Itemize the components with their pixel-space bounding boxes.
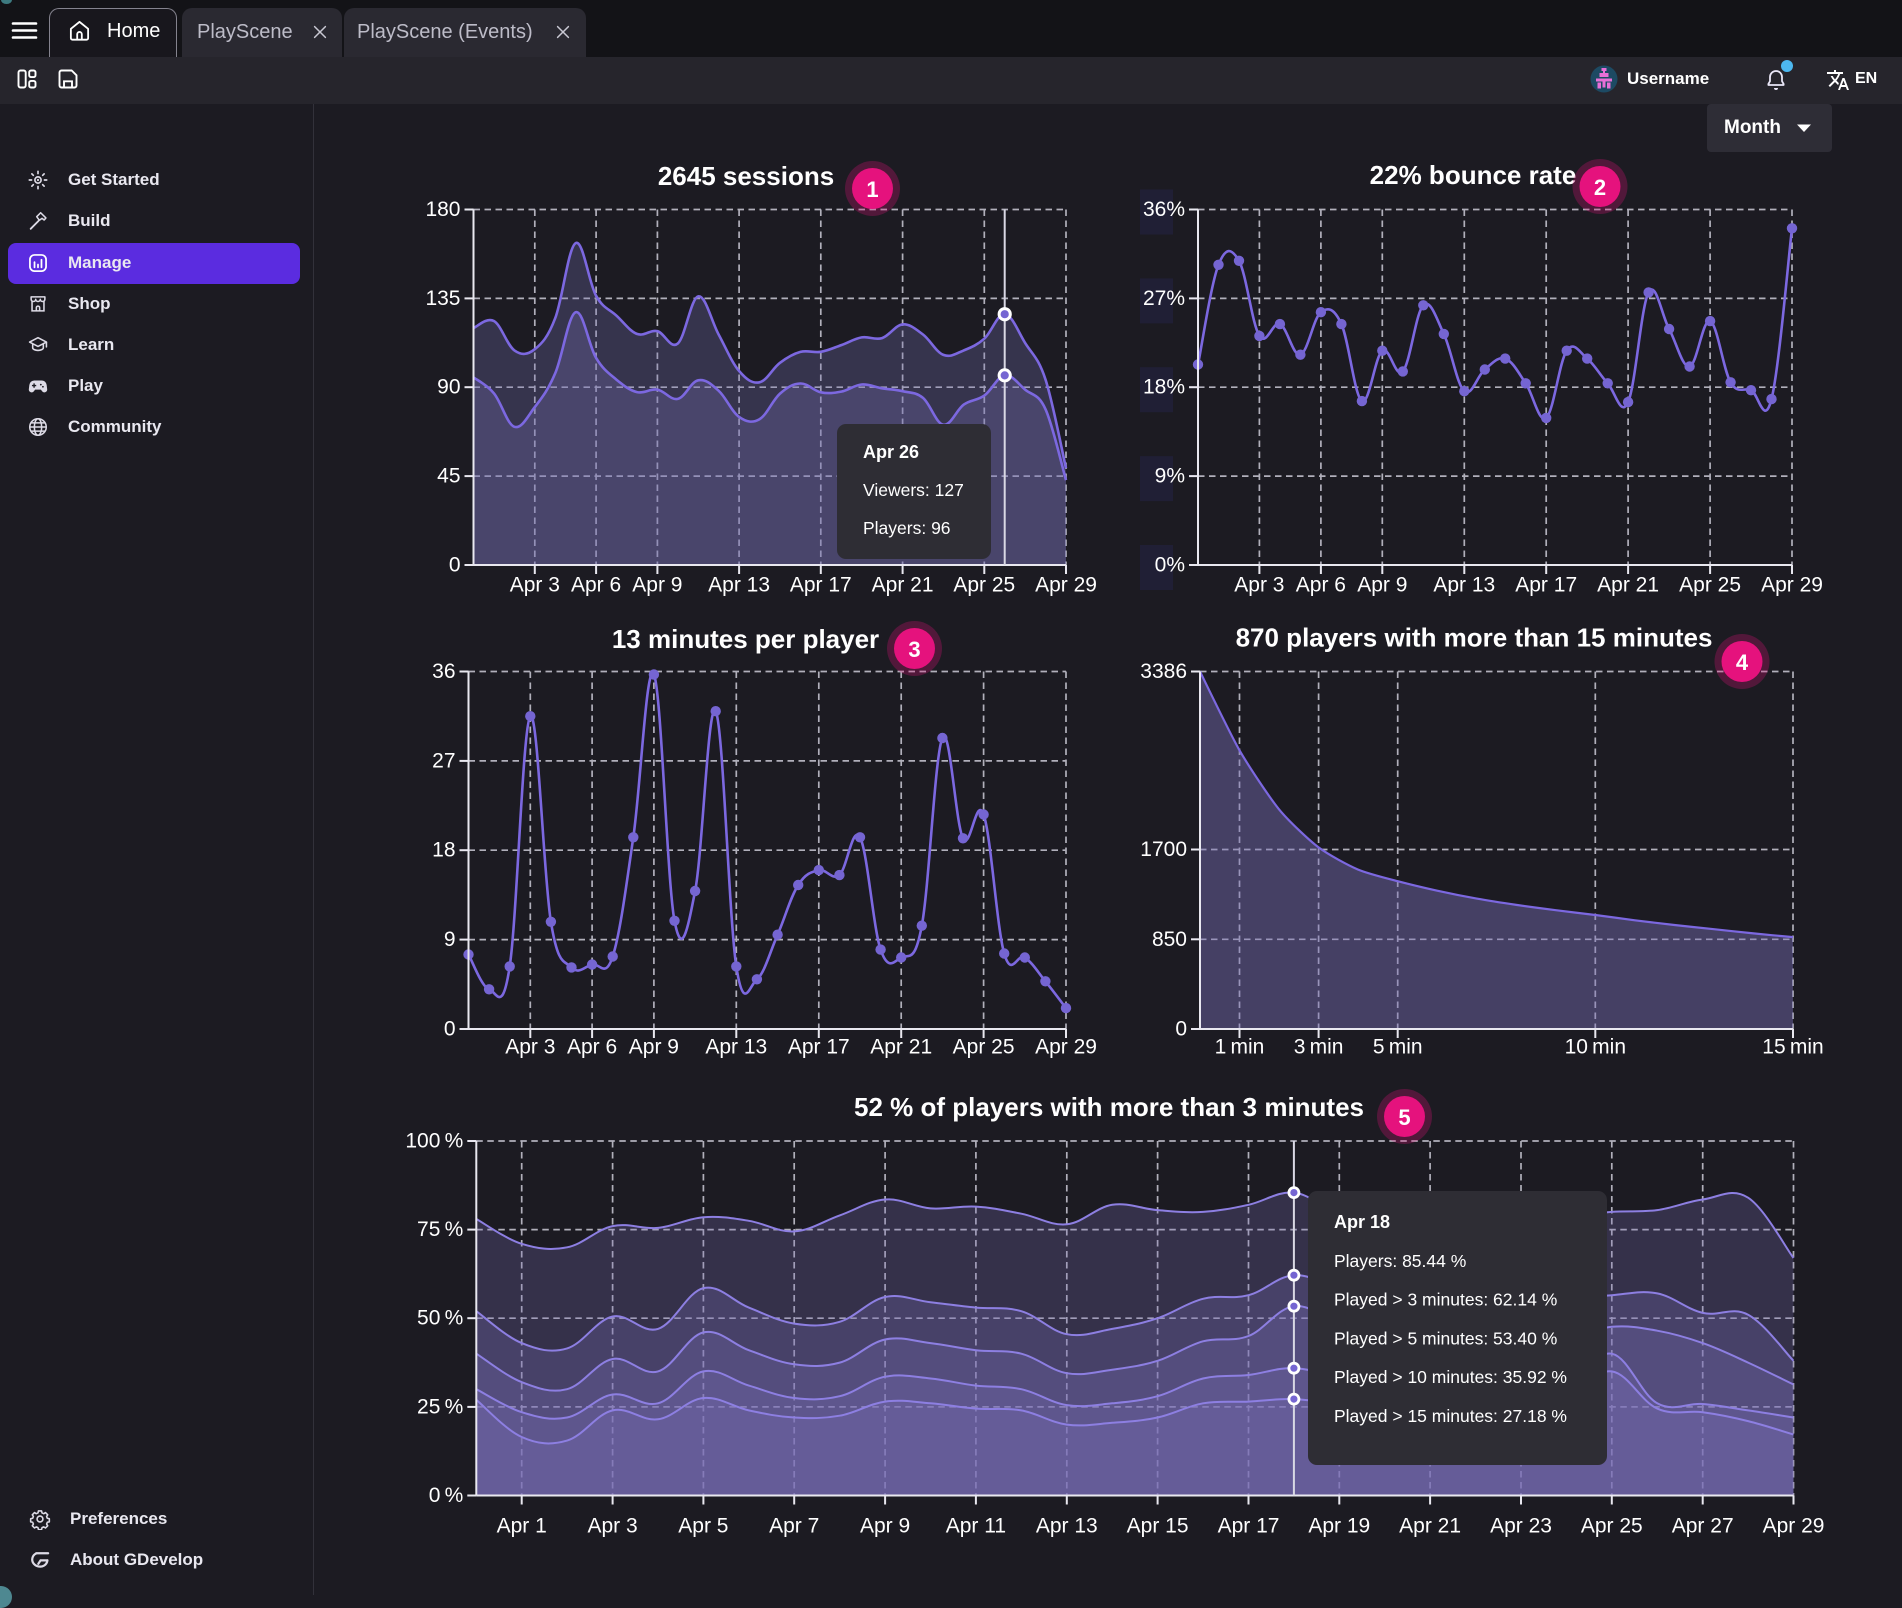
svg-text:Apr 9: Apr 9 <box>860 1515 910 1538</box>
svg-text:36%: 36% <box>1143 198 1185 221</box>
svg-text:25 %: 25 % <box>417 1395 463 1418</box>
svg-text:Apr 29: Apr 29 <box>1763 1515 1825 1538</box>
svg-text:Apr 6: Apr 6 <box>567 1036 617 1059</box>
svg-text:2: 2 <box>1594 175 1606 200</box>
svg-text:Apr 11: Apr 11 <box>946 1515 1006 1538</box>
svg-text:0: 0 <box>444 1018 456 1041</box>
svg-text:15 min: 15 min <box>1762 1036 1823 1059</box>
svg-text:Apr 15: Apr 15 <box>1127 1515 1189 1538</box>
svg-text:Played > 10 minutes: 35.92 %: Played > 10 minutes: 35.92 % <box>1334 1367 1567 1387</box>
svg-text:100 %: 100 % <box>405 1130 463 1153</box>
svg-text:2645 sessions: 2645 sessions <box>658 161 834 191</box>
svg-text:Played > 5 minutes: 53.40 %: Played > 5 minutes: 53.40 % <box>1334 1328 1557 1348</box>
svg-text:0: 0 <box>1175 1018 1187 1041</box>
svg-text:Apr 29: Apr 29 <box>1761 574 1823 597</box>
svg-text:Apr 3: Apr 3 <box>587 1515 637 1538</box>
svg-text:Apr 25: Apr 25 <box>953 574 1015 597</box>
svg-text:Players: 96: Players: 96 <box>863 518 951 538</box>
svg-text:Apr 21: Apr 21 <box>870 1036 932 1059</box>
svg-text:Apr 19: Apr 19 <box>1308 1515 1370 1538</box>
svg-text:50 %: 50 % <box>417 1307 463 1330</box>
svg-text:Apr 25: Apr 25 <box>1679 574 1741 597</box>
svg-text:4: 4 <box>1736 650 1749 675</box>
svg-text:10 min: 10 min <box>1565 1036 1626 1059</box>
svg-text:Apr 13: Apr 13 <box>1433 574 1495 597</box>
svg-text:135: 135 <box>425 287 460 310</box>
svg-text:Apr 29: Apr 29 <box>1035 1036 1097 1059</box>
svg-text:180: 180 <box>425 198 460 221</box>
svg-text:3386: 3386 <box>1140 660 1187 683</box>
svg-text:9%: 9% <box>1155 465 1185 488</box>
svg-text:5: 5 <box>1398 1105 1410 1130</box>
svg-text:1: 1 <box>866 177 878 202</box>
svg-text:18: 18 <box>432 839 455 862</box>
svg-text:Apr 13: Apr 13 <box>708 574 770 597</box>
svg-text:5 min: 5 min <box>1373 1036 1423 1059</box>
svg-text:Apr 3: Apr 3 <box>505 1036 555 1059</box>
svg-text:Apr 18: Apr 18 <box>1334 1212 1390 1232</box>
svg-text:1 min: 1 min <box>1215 1036 1265 1059</box>
svg-text:Apr 6: Apr 6 <box>571 574 621 597</box>
svg-text:90: 90 <box>437 376 460 399</box>
svg-text:Apr 7: Apr 7 <box>769 1515 819 1538</box>
svg-text:Apr 17: Apr 17 <box>788 1036 850 1059</box>
svg-text:Apr 17: Apr 17 <box>1515 574 1577 597</box>
svg-text:Apr 3: Apr 3 <box>510 574 560 597</box>
svg-text:Apr 17: Apr 17 <box>1218 1515 1280 1538</box>
svg-text:Apr 5: Apr 5 <box>678 1515 728 1538</box>
svg-text:Apr 6: Apr 6 <box>1296 574 1346 597</box>
svg-text:27: 27 <box>432 749 455 772</box>
svg-text:Apr 13: Apr 13 <box>1036 1515 1098 1538</box>
svg-text:22% bounce rate: 22% bounce rate <box>1370 160 1577 190</box>
svg-text:18%: 18% <box>1143 376 1185 399</box>
svg-text:3: 3 <box>908 637 920 662</box>
svg-text:0: 0 <box>449 554 461 577</box>
svg-text:45: 45 <box>437 465 460 488</box>
svg-text:27%: 27% <box>1143 287 1185 310</box>
svg-text:Apr 25: Apr 25 <box>1581 1515 1643 1538</box>
svg-text:52 % of players with more than: 52 % of players with more than 3 minutes <box>854 1092 1364 1122</box>
svg-text:36: 36 <box>432 660 455 683</box>
svg-text:870 players with more than 15: 870 players with more than 15 minutes <box>1236 623 1713 653</box>
svg-text:0 %: 0 % <box>429 1484 464 1507</box>
svg-text:Played > 3 minutes: 62.14 %: Played > 3 minutes: 62.14 % <box>1334 1290 1557 1310</box>
svg-text:Apr 21: Apr 21 <box>872 574 934 597</box>
svg-text:Viewers: 127: Viewers: 127 <box>863 480 964 500</box>
svg-text:Apr 25: Apr 25 <box>953 1036 1015 1059</box>
svg-text:Apr 1: Apr 1 <box>497 1515 547 1538</box>
svg-text:Apr 23: Apr 23 <box>1490 1515 1552 1538</box>
svg-text:Apr 17: Apr 17 <box>790 574 852 597</box>
svg-text:Apr 27: Apr 27 <box>1672 1515 1734 1538</box>
svg-text:75 %: 75 % <box>417 1218 463 1241</box>
svg-text:Played > 15 minutes: 27.18 %: Played > 15 minutes: 27.18 % <box>1334 1406 1567 1426</box>
svg-text:850: 850 <box>1152 928 1187 951</box>
svg-text:13 minutes per player: 13 minutes per player <box>612 624 879 654</box>
svg-text:Apr 9: Apr 9 <box>632 574 682 597</box>
svg-text:Apr 21: Apr 21 <box>1597 574 1659 597</box>
svg-text:Apr 3: Apr 3 <box>1234 574 1284 597</box>
svg-text:Apr 13: Apr 13 <box>705 1036 767 1059</box>
svg-text:Players: 85.44 %: Players: 85.44 % <box>1334 1251 1466 1271</box>
svg-text:9: 9 <box>444 928 456 951</box>
svg-text:Apr 26: Apr 26 <box>863 442 919 462</box>
svg-text:0%: 0% <box>1155 554 1185 577</box>
svg-text:Apr 9: Apr 9 <box>629 1036 679 1059</box>
svg-text:Apr 29: Apr 29 <box>1035 574 1097 597</box>
svg-text:Apr 9: Apr 9 <box>1357 574 1407 597</box>
svg-text:Apr 21: Apr 21 <box>1399 1515 1461 1538</box>
svg-text:3 min: 3 min <box>1294 1036 1344 1059</box>
svg-text:1700: 1700 <box>1140 838 1187 861</box>
